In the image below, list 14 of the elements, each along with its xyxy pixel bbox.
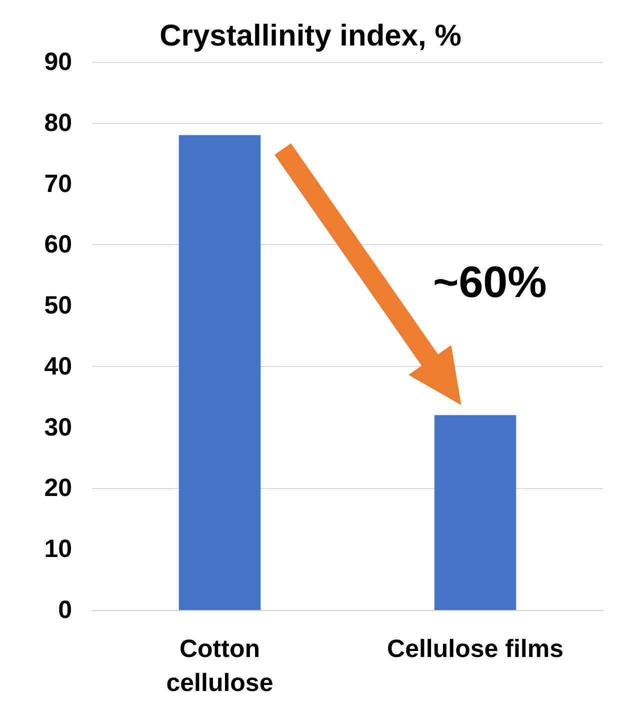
y-tick-label: 90 — [44, 48, 72, 76]
y-tick-label: 30 — [44, 413, 72, 442]
x-tick-label: Cotton cellulose — [166, 635, 274, 697]
chart-title: Crystallinity index, % — [160, 20, 462, 52]
y-tick-label: 60 — [44, 230, 72, 259]
y-tick-label: 50 — [44, 292, 72, 320]
y-tick-label: 0 — [58, 596, 72, 624]
y-tick-label: 20 — [44, 474, 72, 502]
y-tick-label: 10 — [44, 535, 72, 564]
annotation: ~60% — [433, 258, 547, 308]
y-tick-label: 80 — [44, 108, 72, 137]
x-tick-label: Cellulose films — [387, 635, 564, 663]
y-tick-label: 40 — [44, 352, 72, 380]
y-tick-label: 70 — [44, 170, 72, 198]
